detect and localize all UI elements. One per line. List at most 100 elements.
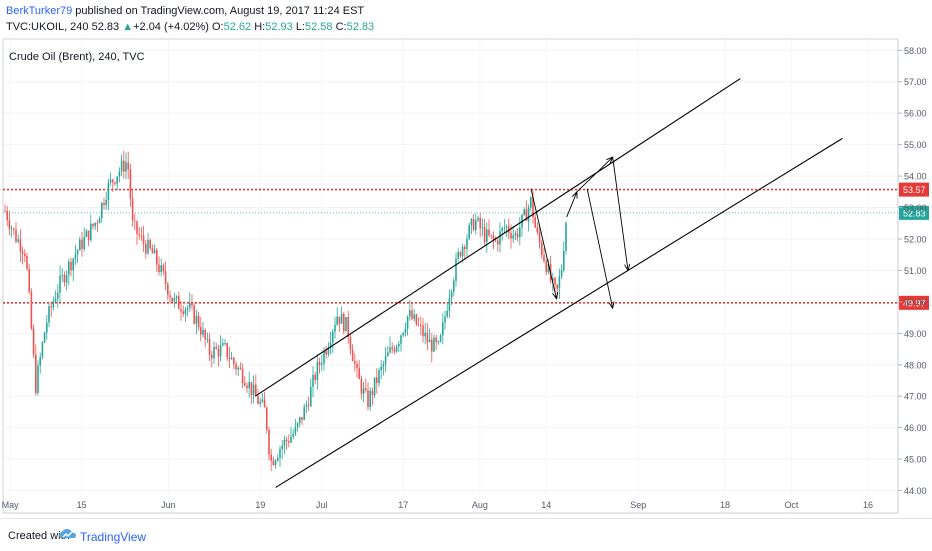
author-link[interactable]: BerkTurker79: [6, 5, 73, 17]
candle-body: [497, 240, 499, 245]
candle-body: [340, 313, 343, 324]
candle-body: [411, 310, 413, 319]
y-tick-label: 48.00: [904, 360, 927, 370]
x-tick-label: 15: [77, 500, 87, 510]
candle-body: [450, 291, 453, 299]
candle-body: [439, 335, 442, 342]
candle-body: [32, 328, 35, 355]
candle-body: [534, 217, 536, 228]
channel-upper: [254, 78, 741, 397]
drawings[interactable]: [254, 78, 843, 488]
y-tick-label: 51.00: [904, 266, 927, 276]
candle-body: [180, 308, 182, 312]
candle-body: [277, 457, 279, 461]
candle-body: [387, 352, 389, 357]
plot-area[interactable]: [2, 38, 899, 514]
candle-body: [345, 317, 347, 332]
candle-body: [61, 274, 63, 276]
candle-body: [398, 343, 400, 347]
close-label: C:: [335, 21, 347, 33]
candle-body: [351, 349, 354, 362]
candle-body: [303, 406, 305, 420]
y-tick-label: 57.00: [904, 77, 927, 87]
candle-body: [98, 218, 101, 224]
candle-body: [114, 182, 116, 184]
candle-body: [400, 335, 402, 344]
candle-body: [76, 250, 79, 255]
last-price-tag-label: 52.83: [903, 208, 926, 218]
candle-body: [393, 349, 396, 352]
candle-body: [248, 382, 250, 389]
candle-body: [376, 377, 378, 383]
candle-body: [512, 235, 514, 239]
candle-body: [274, 460, 277, 465]
level-tag: [899, 182, 929, 197]
candle-body: [433, 337, 435, 352]
candle-body: [140, 235, 143, 237]
y-tick-label: 44.00: [904, 486, 927, 496]
tradingview-cloud-icon[interactable]: [58, 526, 78, 542]
candle-body: [101, 202, 103, 219]
y-tick-label: 56.00: [904, 109, 927, 119]
arrow-1: [530, 188, 557, 299]
candle-body: [261, 399, 264, 402]
candle-body: [50, 306, 52, 308]
price-chart[interactable]: Crude Oil (Brent), 240, TVC 53.57 49.97 52…: [0, 0, 932, 518]
x-tick-label: 18: [720, 500, 730, 510]
candle-body: [200, 327, 202, 335]
candle-body: [10, 228, 13, 230]
x-tick-label: Jun: [161, 500, 176, 510]
candle-body: [323, 351, 325, 364]
candle-body: [224, 342, 226, 344]
candle-body: [8, 220, 11, 229]
candle-body: [244, 383, 246, 386]
candle-body: [235, 363, 237, 370]
candle-body: [347, 317, 349, 338]
candle-body: [193, 305, 195, 324]
candle-body: [151, 248, 154, 254]
candle-body: [523, 209, 525, 215]
candle-body: [255, 384, 257, 396]
candle-body: [30, 291, 33, 329]
candle-body: [189, 302, 191, 308]
candle-body: [420, 324, 422, 326]
candle-body: [57, 292, 59, 299]
candle-body: [541, 242, 543, 255]
candle-body: [494, 239, 497, 241]
candle-body: [310, 386, 312, 407]
candle-body: [468, 225, 470, 239]
candle-body: [127, 162, 129, 170]
tradingview-brand[interactable]: TradingView: [80, 530, 147, 544]
candle-body: [492, 235, 495, 240]
candle-body: [112, 179, 114, 183]
candle-body: [362, 388, 365, 394]
y-tick-label: 54.00: [904, 172, 927, 182]
candle-body: [554, 278, 556, 285]
candle-body: [547, 263, 550, 273]
candle-body: [142, 235, 145, 244]
candle-body: [158, 264, 160, 273]
y-tick-label: 47.00: [904, 392, 927, 402]
candle-body: [230, 357, 233, 360]
candle-body: [336, 316, 338, 325]
close-value: 52.83: [346, 21, 375, 33]
candle-body: [120, 160, 123, 172]
candle-body: [283, 439, 286, 446]
y-tick-label: 53.00: [904, 203, 927, 213]
candle-body: [486, 229, 488, 243]
candle-body: [288, 441, 290, 443]
y-tick-label: 55.00: [904, 140, 927, 150]
horizontal-levels[interactable]: 53.57 49.97 52.83: [3, 182, 929, 310]
candle-body: [530, 197, 532, 208]
candle-body: [252, 384, 255, 395]
candle-body: [556, 284, 558, 289]
ohlc-line: TVC:UKOIL, 240 52.83 ▲+2.04 (+4.02%) O:5…: [6, 20, 374, 34]
candle-body: [406, 316, 409, 329]
candle-body: [239, 367, 242, 369]
candle-body: [85, 230, 88, 237]
candle-body: [217, 348, 220, 357]
candle-body: [318, 361, 321, 365]
candle-body: [435, 337, 437, 343]
candle-body: [184, 309, 187, 314]
candle-body: [514, 233, 517, 236]
